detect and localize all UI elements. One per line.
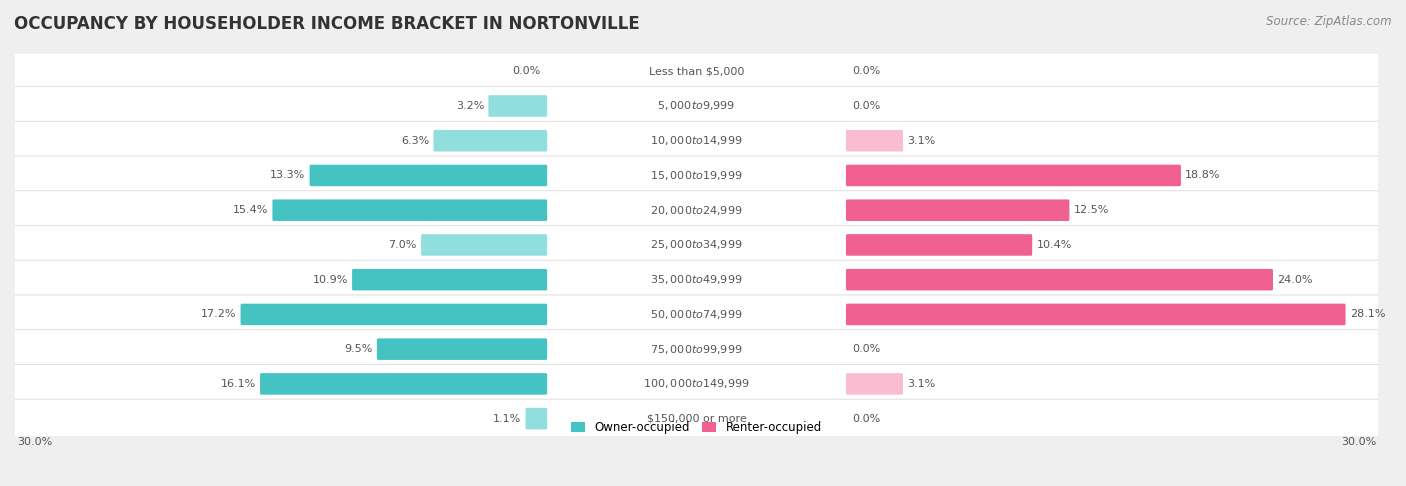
Text: 0.0%: 0.0% <box>852 344 880 354</box>
Text: 1.1%: 1.1% <box>494 414 522 424</box>
Text: Source: ZipAtlas.com: Source: ZipAtlas.com <box>1267 15 1392 28</box>
FancyBboxPatch shape <box>526 408 547 430</box>
Legend: Owner-occupied, Renter-occupied: Owner-occupied, Renter-occupied <box>571 421 823 434</box>
Text: 30.0%: 30.0% <box>17 437 52 447</box>
Text: 13.3%: 13.3% <box>270 171 305 180</box>
FancyBboxPatch shape <box>846 234 1032 256</box>
FancyBboxPatch shape <box>846 269 1272 291</box>
FancyBboxPatch shape <box>422 234 547 256</box>
Text: 15.4%: 15.4% <box>233 205 269 215</box>
FancyBboxPatch shape <box>433 130 547 152</box>
Text: 24.0%: 24.0% <box>1277 275 1313 285</box>
FancyBboxPatch shape <box>846 304 1346 325</box>
Text: 17.2%: 17.2% <box>201 310 236 319</box>
FancyBboxPatch shape <box>846 165 1181 186</box>
Text: 18.8%: 18.8% <box>1185 171 1220 180</box>
Text: $20,000 to $24,999: $20,000 to $24,999 <box>651 204 742 217</box>
Text: 3.1%: 3.1% <box>907 136 935 146</box>
Text: OCCUPANCY BY HOUSEHOLDER INCOME BRACKET IN NORTONVILLE: OCCUPANCY BY HOUSEHOLDER INCOME BRACKET … <box>14 15 640 33</box>
FancyBboxPatch shape <box>13 226 1379 264</box>
Text: 3.1%: 3.1% <box>907 379 935 389</box>
Text: 28.1%: 28.1% <box>1350 310 1385 319</box>
Text: 10.9%: 10.9% <box>312 275 347 285</box>
FancyBboxPatch shape <box>13 330 1379 368</box>
Text: $150,000 or more: $150,000 or more <box>647 414 747 424</box>
Text: 12.5%: 12.5% <box>1074 205 1109 215</box>
Text: 0.0%: 0.0% <box>852 414 880 424</box>
Text: $10,000 to $14,999: $10,000 to $14,999 <box>651 134 742 147</box>
Text: 7.0%: 7.0% <box>388 240 416 250</box>
FancyBboxPatch shape <box>240 304 547 325</box>
Text: 16.1%: 16.1% <box>221 379 256 389</box>
Text: $25,000 to $34,999: $25,000 to $34,999 <box>651 239 742 251</box>
FancyBboxPatch shape <box>273 199 547 221</box>
Text: $15,000 to $19,999: $15,000 to $19,999 <box>651 169 742 182</box>
FancyBboxPatch shape <box>13 156 1379 195</box>
FancyBboxPatch shape <box>13 260 1379 299</box>
Text: 3.2%: 3.2% <box>456 101 484 111</box>
Text: $100,000 to $149,999: $100,000 to $149,999 <box>644 378 749 390</box>
FancyBboxPatch shape <box>13 399 1379 438</box>
Text: $5,000 to $9,999: $5,000 to $9,999 <box>658 100 735 112</box>
Text: $35,000 to $49,999: $35,000 to $49,999 <box>651 273 742 286</box>
Text: 10.4%: 10.4% <box>1036 240 1071 250</box>
FancyBboxPatch shape <box>13 52 1379 91</box>
FancyBboxPatch shape <box>377 338 547 360</box>
FancyBboxPatch shape <box>13 122 1379 160</box>
FancyBboxPatch shape <box>260 373 547 395</box>
Text: 9.5%: 9.5% <box>344 344 373 354</box>
FancyBboxPatch shape <box>352 269 547 291</box>
Text: 0.0%: 0.0% <box>852 101 880 111</box>
FancyBboxPatch shape <box>13 364 1379 403</box>
FancyBboxPatch shape <box>846 130 903 152</box>
FancyBboxPatch shape <box>13 191 1379 230</box>
Text: Less than $5,000: Less than $5,000 <box>650 66 744 76</box>
Text: 6.3%: 6.3% <box>401 136 429 146</box>
Text: $50,000 to $74,999: $50,000 to $74,999 <box>651 308 742 321</box>
FancyBboxPatch shape <box>488 95 547 117</box>
Text: 30.0%: 30.0% <box>1341 437 1376 447</box>
Text: 0.0%: 0.0% <box>513 66 541 76</box>
FancyBboxPatch shape <box>846 373 903 395</box>
Text: $75,000 to $99,999: $75,000 to $99,999 <box>651 343 742 356</box>
Text: 0.0%: 0.0% <box>852 66 880 76</box>
FancyBboxPatch shape <box>309 165 547 186</box>
FancyBboxPatch shape <box>13 295 1379 334</box>
FancyBboxPatch shape <box>846 199 1070 221</box>
FancyBboxPatch shape <box>13 87 1379 125</box>
